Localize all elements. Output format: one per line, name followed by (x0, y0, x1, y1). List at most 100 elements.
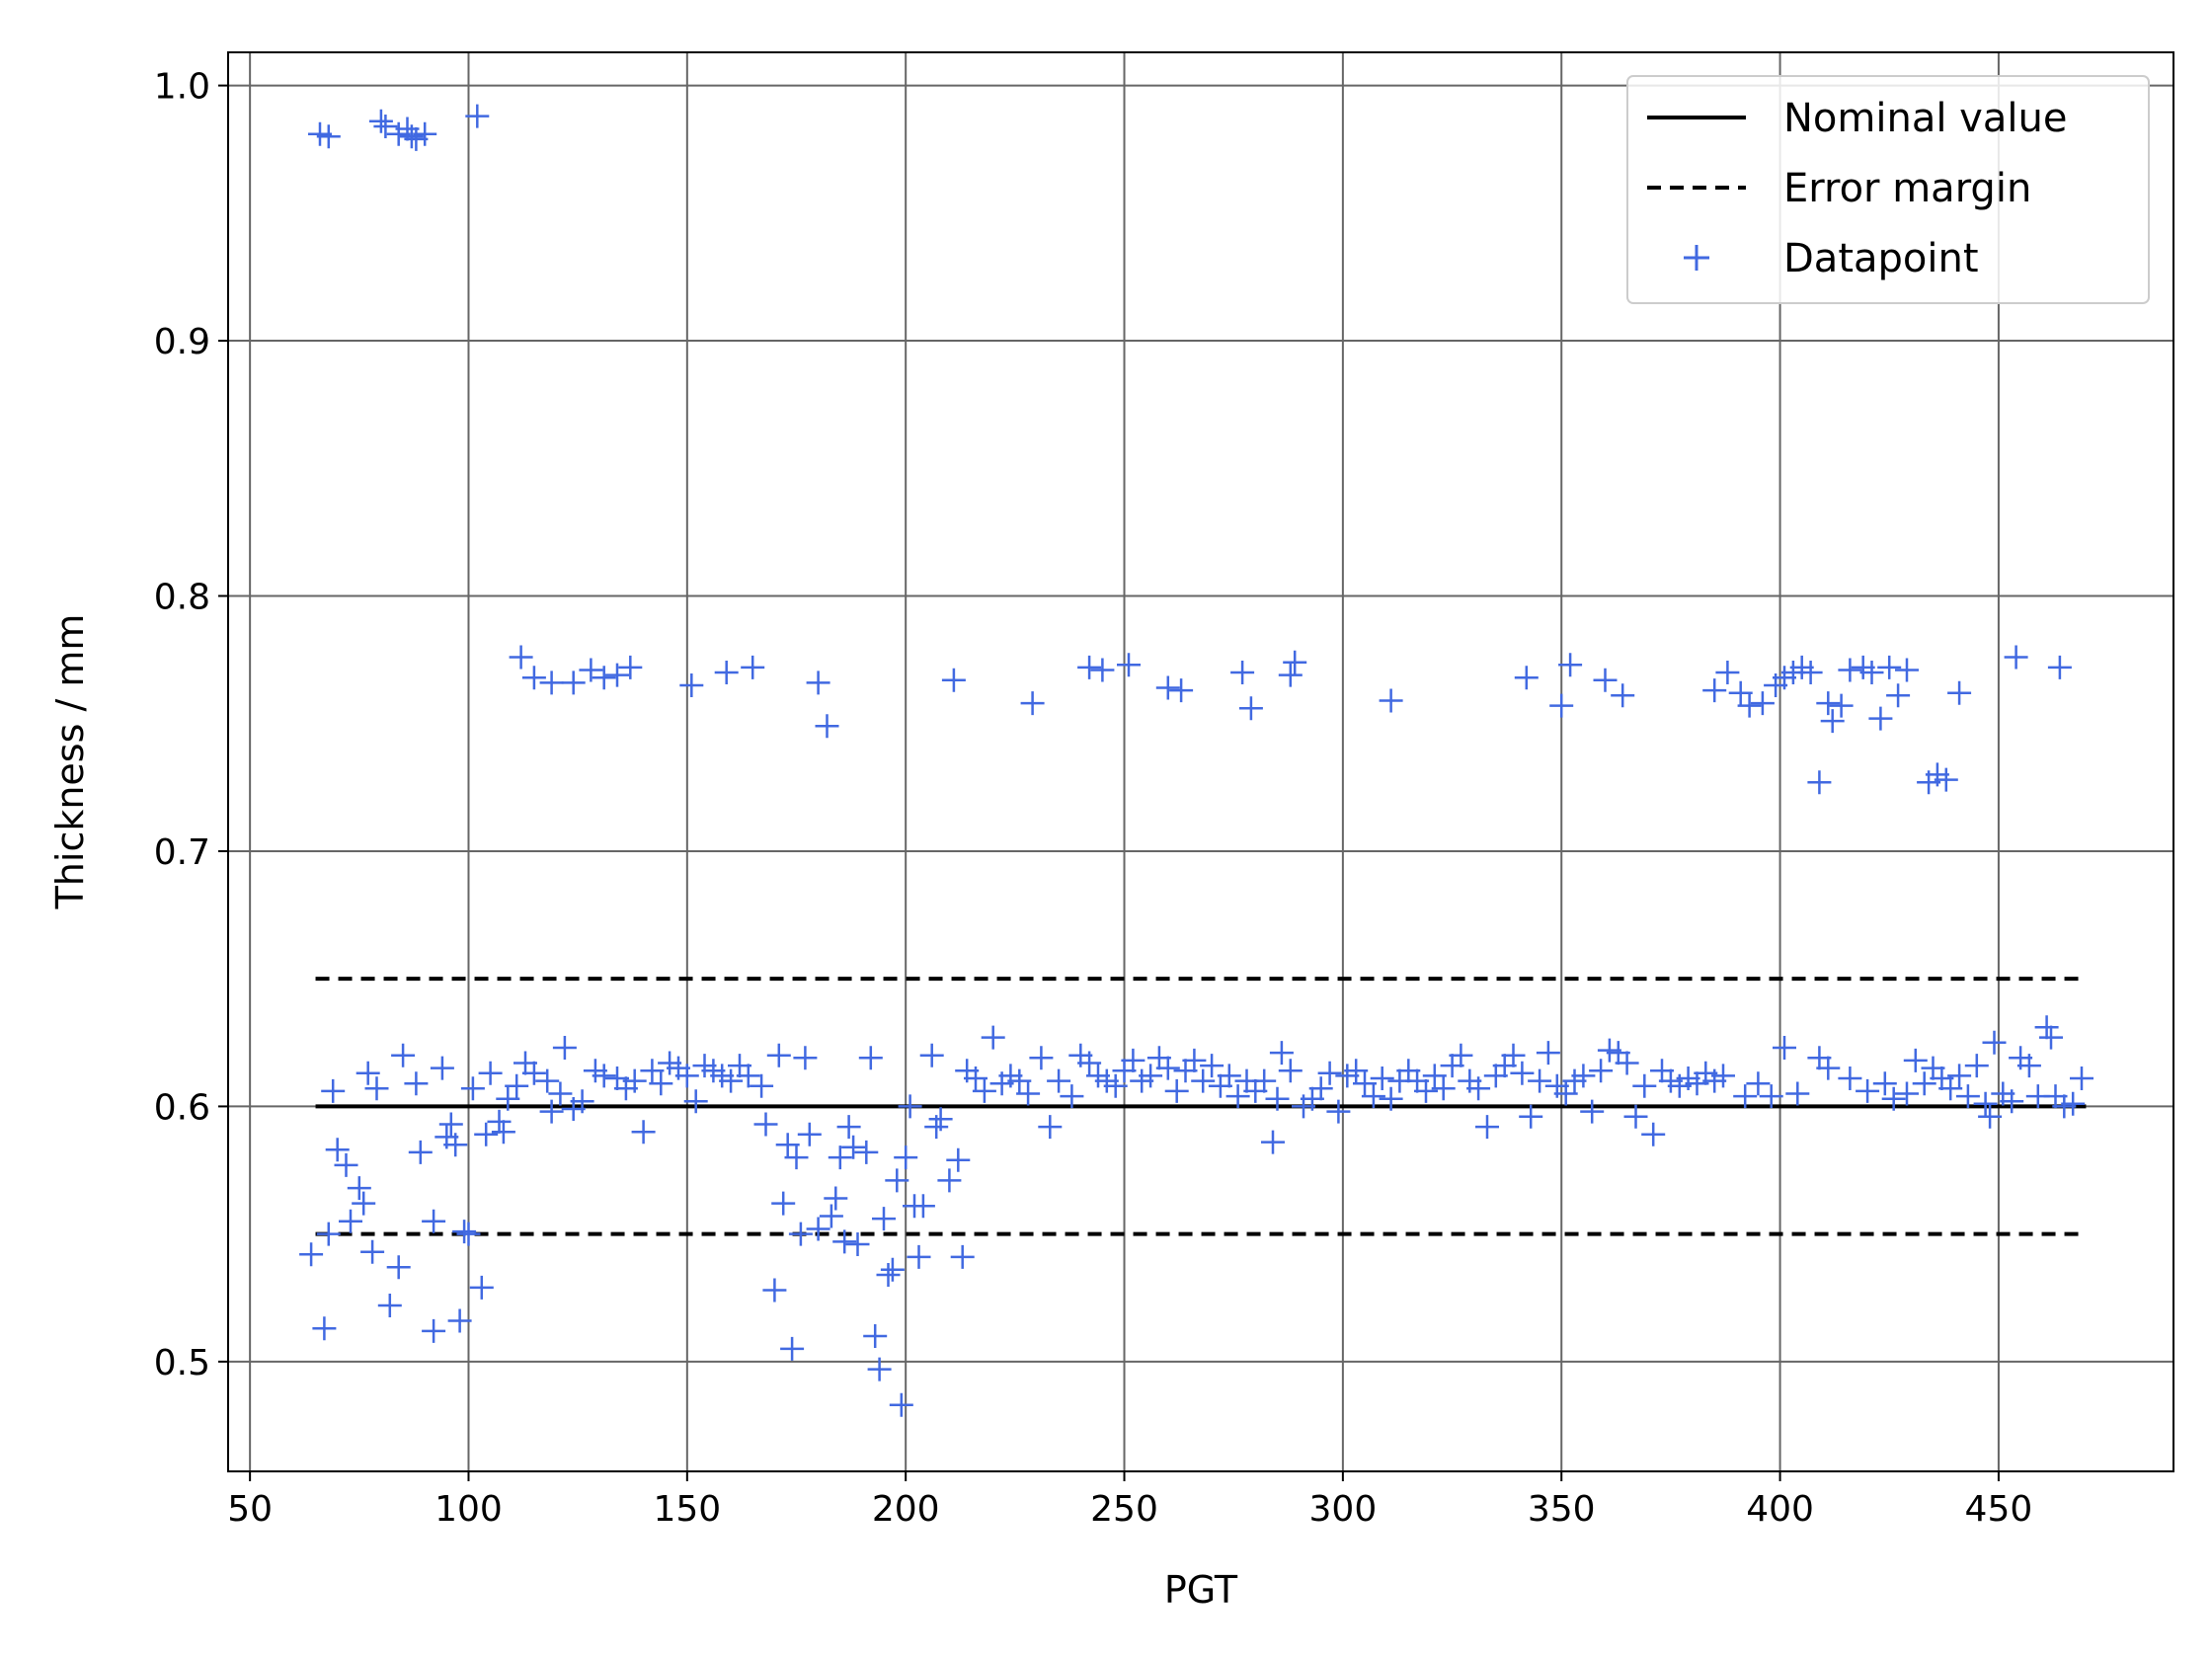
x-tick-label: 450 (1965, 1489, 2033, 1530)
datapoint-marker (1589, 1059, 1614, 1083)
datapoint-marker (1632, 1073, 1657, 1098)
x-tick-label: 400 (1746, 1489, 1814, 1530)
datapoint-marker (539, 671, 564, 695)
plot-frame (227, 51, 2174, 1472)
datapoint-marker (815, 714, 839, 739)
datapoint-marker (2047, 655, 2072, 679)
datapoint-marker (631, 1120, 656, 1145)
datapoint-marker (1077, 655, 1102, 679)
datapoint-marker (1317, 1061, 1342, 1085)
datapoint-marker (1746, 1071, 1771, 1096)
datapoint-marker (1886, 683, 1911, 708)
datapoint-marker (352, 1191, 376, 1216)
datapoint-marker (741, 655, 765, 679)
y-axis-ticks: 0.5 0.6 0.7 0.8 0.9 1.0 (154, 67, 228, 1383)
datapoint-marker (1759, 1084, 1783, 1109)
datapoint-marker (1982, 1030, 2007, 1055)
datapoint-marker (1820, 709, 1845, 734)
datapoint-marker (443, 1133, 468, 1157)
datapoint-marker (404, 1071, 429, 1096)
datapoint-marker (1475, 1115, 1499, 1140)
datapoint-marker (1121, 1048, 1146, 1072)
datapoint-marker (321, 1078, 346, 1103)
datapoint-marker (1038, 1115, 1063, 1140)
datapoint-marker (1265, 1086, 1290, 1111)
datapoint-marker (592, 666, 616, 690)
datapoint-marker (391, 1043, 416, 1067)
datapoint-marker (377, 1294, 402, 1317)
datapoint-marker (1414, 1078, 1438, 1103)
datapoint-marker (919, 1043, 944, 1067)
datapoint-marker (1611, 683, 1635, 708)
datapoint-marker (863, 1324, 888, 1348)
datapoint-marker (1308, 1076, 1333, 1101)
datapoint-marker (465, 104, 490, 128)
datapoint-marker (334, 1152, 358, 1177)
datapoint-marker (1868, 706, 1893, 731)
datapoint-marker (592, 1064, 616, 1088)
datapoint-marker (858, 1046, 883, 1070)
datapoint-marker (521, 666, 546, 690)
datapoint-marker (964, 1066, 988, 1090)
datapoint-marker (618, 655, 643, 679)
datapoint-marker (797, 1122, 822, 1146)
datapoint-marker (1571, 1064, 1596, 1088)
datapoint-marker (819, 1204, 843, 1228)
x-tick-label: 300 (1309, 1489, 1378, 1530)
datapoint-marker (438, 1112, 463, 1137)
datapoint-marker (2061, 1091, 2086, 1116)
datapoint-marker (1238, 696, 1263, 721)
datapoint-marker (640, 1059, 665, 1083)
datapoint-marker (1278, 663, 1303, 687)
datapoint-marker (1090, 658, 1115, 682)
datapoint-marker (1728, 680, 1753, 705)
datapoint-marker (360, 1239, 385, 1264)
datapoint-marker (2034, 1015, 2059, 1040)
datapoint-marker (561, 671, 586, 695)
datapoint-marker (1510, 1061, 1535, 1085)
datapoint-marker (907, 1244, 931, 1269)
x-axis-label: PGT (1164, 1568, 1238, 1612)
x-tick-label: 200 (872, 1489, 940, 1530)
datapoint-marker (1370, 1066, 1394, 1090)
datapoint-marker (1938, 1076, 1963, 1101)
datapoint-marker (487, 1109, 512, 1134)
datapoint-marker (622, 1068, 647, 1093)
datapoint-marker (1978, 1104, 2003, 1129)
datapoint-marker (408, 1140, 433, 1164)
datapoint-marker (1155, 1056, 1180, 1080)
datapoint-marker (456, 1222, 481, 1246)
datapoint-marker (898, 1094, 922, 1119)
datapoint-marker (430, 1056, 454, 1080)
datapoint-marker (339, 1209, 362, 1233)
datapoint-marker (1750, 691, 1775, 716)
legend-nominal-label: Nominal value (1783, 96, 2067, 141)
datapoint-marker (1558, 653, 1583, 677)
datapoint-marker (841, 1135, 866, 1159)
datapoint-marker (806, 671, 830, 695)
datapoint-marker (1155, 675, 1180, 700)
datapoint-marker (1422, 1064, 1447, 1088)
datapoint-marker (867, 1357, 892, 1382)
datapoint-marker (1859, 661, 1884, 684)
datapoint-marker (719, 1068, 744, 1093)
datapoint-marker (422, 1318, 446, 1343)
datapoint-marker (928, 1107, 953, 1132)
datapoint-marker (1702, 678, 1727, 703)
datapoint-marker (1895, 1081, 1919, 1106)
reference-lines (315, 977, 2087, 1236)
datapoint-marker (1060, 1084, 1084, 1109)
datapoint-marker (1164, 1078, 1189, 1103)
datapoint-marker (579, 658, 603, 682)
datapoint-marker (1283, 650, 1307, 674)
datapoint-marker (788, 1222, 813, 1246)
datapoint-marker (460, 1076, 485, 1101)
datapoint-marker (1077, 1051, 1102, 1075)
datapoint-marker (1379, 1086, 1403, 1111)
y-tick-label: 0.5 (154, 1343, 210, 1383)
datapoint-marker (2000, 1089, 2024, 1114)
datapoint-marker (1737, 693, 1762, 718)
datapoint-marker (836, 1115, 861, 1140)
datapoint-marker (356, 1061, 380, 1085)
